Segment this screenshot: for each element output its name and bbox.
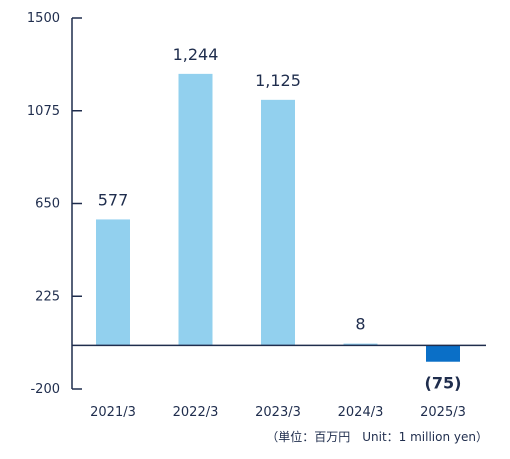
- y-tick-label: 1075: [27, 104, 60, 119]
- y-tick-label: 650: [35, 197, 60, 212]
- bar-2024-3: [343, 343, 378, 346]
- data-label: 1,125: [255, 71, 301, 90]
- data-label: 8: [355, 315, 365, 334]
- unit-note: （単位：百万円 Unit：1 million yen）: [266, 430, 488, 444]
- bar-2023-3: [261, 99, 295, 346]
- bar-2021-3: [96, 219, 130, 346]
- y-tick-label: 1500: [27, 11, 60, 26]
- data-label: 577: [98, 190, 129, 209]
- y-tick-label: -200: [30, 382, 60, 397]
- x-tick-label: 2023/3: [255, 405, 301, 420]
- y-tick-label: 225: [35, 289, 60, 304]
- data-label: 1,244: [173, 45, 219, 64]
- x-tick-label: 2025/3: [420, 405, 466, 420]
- x-tick-label: 2024/3: [338, 405, 384, 420]
- bar-2022-3: [178, 73, 213, 346]
- x-tick-label: 2021/3: [90, 405, 136, 420]
- x-tick-label: 2022/3: [173, 405, 219, 420]
- bar-2025-3: [426, 345, 460, 362]
- data-label: (75): [425, 374, 462, 393]
